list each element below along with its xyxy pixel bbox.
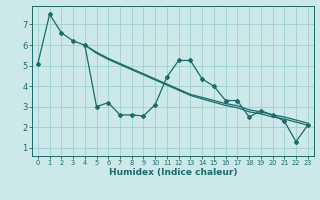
- X-axis label: Humidex (Indice chaleur): Humidex (Indice chaleur): [108, 168, 237, 177]
